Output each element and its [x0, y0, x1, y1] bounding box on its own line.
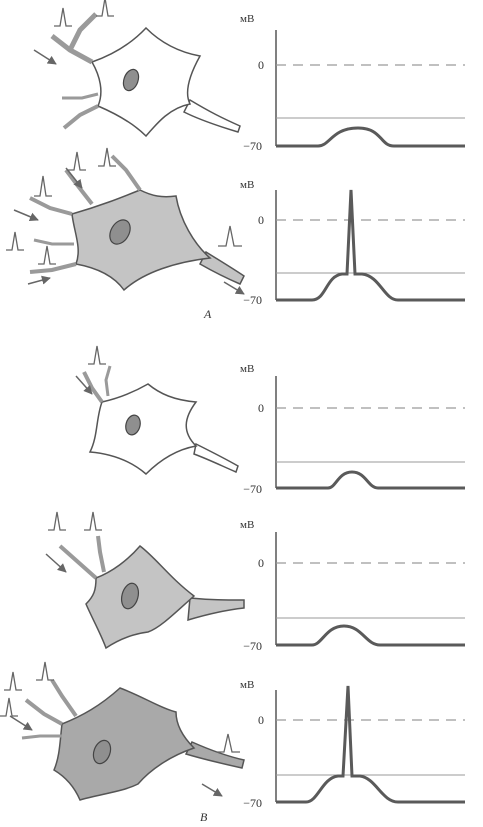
- panel-label-b: B: [200, 810, 208, 824]
- input-spike-icon-2d: [6, 231, 24, 251]
- input-spike-icon-2b: [68, 151, 86, 171]
- row-2: мВ 0 −70 A: [6, 147, 465, 321]
- tick-rest-1: −70: [243, 139, 262, 153]
- membrane-trace-2: [276, 189, 465, 302]
- input-spike-icon-5b: [36, 661, 54, 681]
- dendrite-1d: [62, 92, 99, 100]
- plot-3: мВ 0 −70: [240, 363, 465, 496]
- input-arrow-5a: [9, 715, 33, 731]
- dendrite-2a: [29, 196, 73, 216]
- dendrite-2c: [110, 154, 142, 192]
- plot-4: мВ 0 −70: [240, 519, 465, 653]
- soma-5: [53, 687, 196, 801]
- nucleus-1: [122, 68, 140, 92]
- neuron-2: [6, 147, 245, 295]
- membrane-trace-4: [276, 624, 465, 647]
- unit-label-4: мВ: [240, 519, 254, 531]
- tick-zero-2: 0: [258, 213, 264, 227]
- dendrite-2d: [29, 262, 77, 274]
- input-arrow-4a: [45, 553, 67, 573]
- input-spike-icon-5a: [4, 671, 22, 691]
- dendrite-1b: [67, 12, 98, 52]
- soma-2: [71, 189, 212, 292]
- dendrite-1c: [62, 104, 99, 130]
- input-arrow-3a: [75, 375, 93, 395]
- membrane-trace-1: [276, 126, 465, 148]
- input-spike-icon-2a: [34, 175, 52, 197]
- axon-2: [199, 250, 245, 285]
- dendrite-5c: [21, 734, 62, 740]
- input-spike-icon-2e: [38, 245, 56, 265]
- row-1: мВ 0 −70: [33, 0, 465, 153]
- input-spike-icon-4b: [84, 511, 102, 531]
- row-5: мВ 0 −70 B: [0, 661, 465, 824]
- input-spike-icon-2c: [98, 147, 116, 167]
- axon-4: [187, 597, 245, 622]
- unit-label-5: мВ: [240, 679, 254, 691]
- output-spike-icon-5: [216, 733, 240, 753]
- unit-label-2: мВ: [240, 179, 254, 191]
- tick-rest-2: −70: [243, 293, 262, 307]
- tick-zero-5: 0: [258, 713, 264, 727]
- neuron-4: [45, 511, 245, 650]
- dendrite-4b: [96, 535, 106, 573]
- tick-zero-3: 0: [258, 401, 264, 415]
- nucleus-2: [109, 219, 131, 245]
- dendrite-2b: [64, 168, 94, 206]
- nucleus-3: [125, 414, 141, 436]
- unit-label-1: мВ: [240, 13, 254, 25]
- tick-zero-4: 0: [258, 556, 264, 570]
- plot-1: мВ 0 −70: [240, 13, 465, 153]
- soma-3: [88, 383, 198, 476]
- input-arrow-1a: [33, 49, 57, 65]
- input-spike-icon-1b: [96, 0, 114, 17]
- input-spike-icon-5c: [0, 697, 18, 717]
- axon-1: [182, 98, 241, 133]
- dendrite-4a: [58, 544, 98, 580]
- tick-rest-4: −70: [243, 639, 262, 653]
- output-arrow-5: [201, 783, 223, 797]
- input-spike-icon-3a: [88, 345, 106, 365]
- output-spike-icon-2: [218, 225, 242, 247]
- dendrite-5b: [50, 678, 78, 718]
- input-arrow-2c: [27, 275, 51, 285]
- dendrite-3b: [104, 365, 112, 397]
- nucleus-4: [120, 582, 140, 610]
- nucleus-5: [92, 739, 112, 765]
- input-spike-icon-1a: [54, 7, 72, 27]
- soma-4: [85, 544, 196, 650]
- neuron-3: [75, 345, 239, 476]
- row-4: мВ 0 −70: [45, 511, 465, 653]
- output-arrow-2: [223, 281, 245, 295]
- plot-5: мВ 0 −70 B: [200, 679, 465, 824]
- input-arrow-2b: [65, 167, 83, 189]
- row-3: мВ 0 −70: [75, 345, 465, 496]
- tick-rest-5: −70: [243, 796, 262, 810]
- dendrite-2e: [33, 238, 74, 246]
- axon-3: [193, 442, 239, 474]
- tick-rest-3: −70: [243, 482, 262, 496]
- neuron-1: [33, 0, 241, 138]
- tick-zero-1: 0: [258, 58, 264, 72]
- neuron-5: [0, 661, 245, 801]
- soma-1: [90, 26, 202, 138]
- plot-2: мВ 0 −70 A: [203, 179, 465, 321]
- membrane-trace-3: [276, 470, 465, 490]
- unit-label-3: мВ: [240, 363, 254, 375]
- panel-label-a: A: [203, 307, 212, 321]
- input-arrow-2a: [13, 209, 39, 222]
- membrane-trace-5: [276, 685, 465, 804]
- input-spike-icon-4a: [48, 511, 66, 531]
- dendrite-5a: [24, 698, 63, 726]
- axon-5: [184, 741, 245, 769]
